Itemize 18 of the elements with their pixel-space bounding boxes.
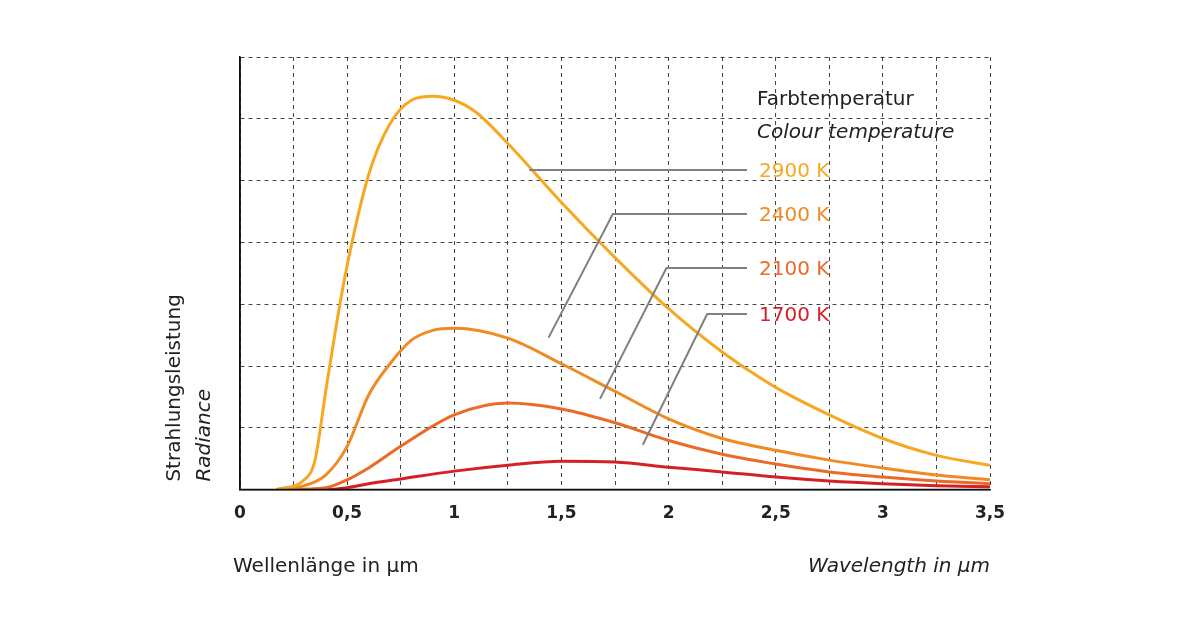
legend-title: Farbtemperatur bbox=[757, 86, 915, 110]
text: 2100 K bbox=[759, 256, 831, 280]
x-tick-label: 3 bbox=[876, 502, 889, 523]
text: 2400 K bbox=[759, 202, 831, 226]
text: Radiance bbox=[191, 388, 215, 482]
y-axis-title: Strahlungsleistung bbox=[161, 294, 185, 482]
x-tick-label: 0,5 bbox=[332, 502, 363, 523]
x-tick-label: 2 bbox=[662, 502, 675, 523]
x-tick-label: 2,5 bbox=[760, 502, 791, 523]
annotation: Colour temperature bbox=[757, 119, 955, 143]
x-axis-title: Wellenlänge in µm bbox=[233, 552, 419, 577]
x-tick-label: 1,5 bbox=[546, 502, 577, 523]
text: 1700 K bbox=[759, 302, 831, 326]
text: 2900 K bbox=[759, 158, 831, 182]
text: Wavelength in µm bbox=[808, 552, 990, 577]
x-tick-label: 1 bbox=[448, 502, 461, 523]
x-tick-label: 0 bbox=[234, 502, 247, 523]
x-tick-label: 3,5 bbox=[974, 502, 1006, 523]
